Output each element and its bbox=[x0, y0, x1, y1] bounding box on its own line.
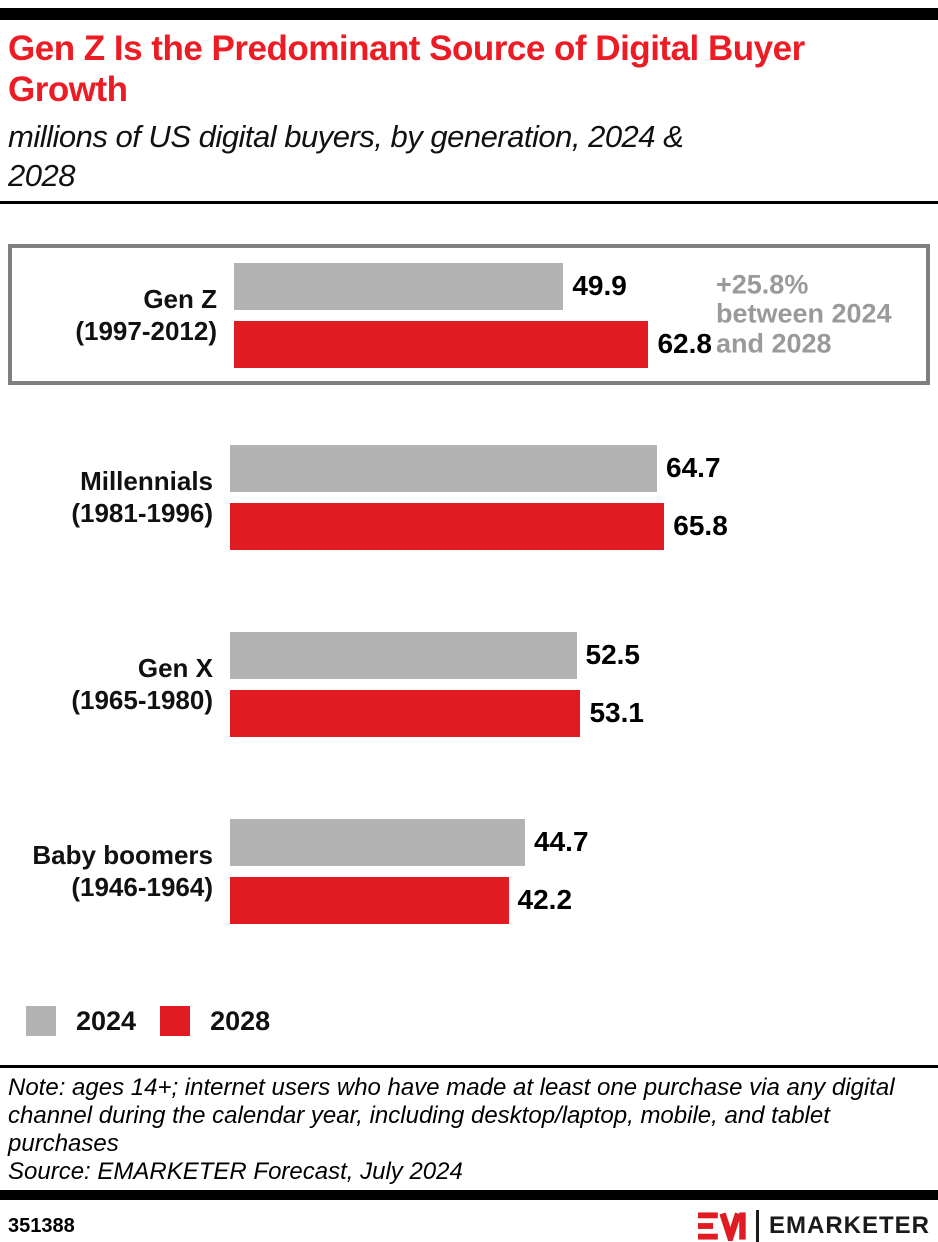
category-label-genx: Gen X (1965-1980) bbox=[8, 652, 213, 717]
chart-row-genz: Gen Z (1997-2012) 49.9 62.8 bbox=[12, 262, 926, 368]
bar-value-label: 53.1 bbox=[589, 697, 644, 729]
chart-subtitle-line2: 2028 bbox=[8, 157, 75, 193]
note-text: Note: ages 14+; internet users who have … bbox=[8, 1073, 895, 1157]
growth-annotation-line1: +25.8% bbox=[716, 269, 809, 300]
legend-item-2028: 2028 bbox=[160, 1006, 270, 1037]
top-black-bar bbox=[0, 8, 938, 20]
bar-chart: Gen Z (1997-2012) 49.9 62.8 +25.8% betwe… bbox=[0, 204, 938, 1065]
em-logo-icon bbox=[697, 1212, 746, 1241]
page-title: Gen Z Is the Predominant Source of Digit… bbox=[8, 28, 930, 111]
bar-line-2028: 42.2 bbox=[230, 876, 930, 924]
genz-highlight-box: Gen Z (1997-2012) 49.9 62.8 +25.8% betwe… bbox=[8, 243, 930, 385]
category-years: (1965-1980) bbox=[71, 685, 213, 716]
chart-id: 351388 bbox=[8, 1214, 75, 1237]
bars-millennials: 64.7 65.8 bbox=[213, 444, 930, 550]
category-name: Millennials bbox=[80, 465, 213, 496]
category-label-genz: Gen Z (1997-2012) bbox=[12, 283, 217, 348]
bar-babyboomers-2024 bbox=[230, 818, 526, 866]
bar-value-label: 52.5 bbox=[585, 639, 641, 671]
chart-row-babyboomers: Baby boomers (1946-1964) 44.7 42.2 bbox=[8, 818, 930, 924]
header: Gen Z Is the Predominant Source of Digit… bbox=[0, 28, 938, 195]
category-years: (1946-1964) bbox=[71, 872, 213, 903]
bar-genx-2024 bbox=[230, 631, 577, 679]
category-label-babyboomers: Baby boomers (1946-1964) bbox=[8, 839, 213, 904]
bar-millennials-2024 bbox=[230, 444, 658, 492]
category-years: (1997-2012) bbox=[75, 316, 217, 347]
source-text: Source: EMARKETER Forecast, July 2024 bbox=[8, 1157, 463, 1185]
footnote-section: Note: ages 14+; internet users who have … bbox=[0, 1068, 938, 1190]
category-name: Gen X bbox=[137, 652, 213, 683]
chart-row-millennials: Millennials (1981-1996) 64.7 65.8 bbox=[8, 444, 930, 550]
legend-swatch-2024 bbox=[26, 1006, 56, 1037]
category-years: (1981-1996) bbox=[71, 498, 213, 529]
growth-annotation-line3: and 2028 bbox=[716, 327, 832, 358]
bar-value-label: 64.7 bbox=[666, 452, 721, 484]
bar-line-2028: 62.8 bbox=[234, 320, 926, 368]
bar-line-2024: 64.7 bbox=[230, 444, 930, 492]
bar-line-2028: 53.1 bbox=[230, 689, 930, 737]
bars-babyboomers: 44.7 42.2 bbox=[213, 818, 930, 924]
note-divider-rule bbox=[0, 1064, 938, 1068]
bar-value-label: 44.7 bbox=[534, 826, 589, 858]
category-name: Baby boomers bbox=[32, 839, 213, 870]
legend-label-2024: 2024 bbox=[76, 1005, 137, 1036]
category-name: Gen Z bbox=[143, 283, 217, 314]
bar-line-2024: 52.5 bbox=[230, 631, 930, 679]
page-title-line1: Gen Z Is the Predominant Source of Digit… bbox=[8, 29, 805, 68]
bar-line-2028: 65.8 bbox=[230, 502, 930, 550]
bar-millennials-2028 bbox=[230, 502, 665, 550]
bar-genz-2024 bbox=[234, 262, 564, 310]
footer-black-bar bbox=[0, 1190, 938, 1200]
chart-subtitle: millions of US digital buyers, by genera… bbox=[8, 117, 930, 195]
legend-label-2028: 2028 bbox=[210, 1005, 271, 1036]
growth-annotation: +25.8% between 2024 and 2028 bbox=[716, 269, 916, 358]
category-label-millennials: Millennials (1981-1996) bbox=[8, 465, 213, 530]
legend: 2024 2028 bbox=[26, 1006, 930, 1037]
bar-line-2024: 44.7 bbox=[230, 818, 930, 866]
bar-babyboomers-2028 bbox=[230, 876, 509, 924]
bar-value-label: 49.9 bbox=[572, 270, 627, 302]
bar-value-label: 65.8 bbox=[673, 510, 728, 542]
page-title-line2: Growth bbox=[8, 70, 128, 110]
bars-genx: 52.5 53.1 bbox=[213, 631, 930, 737]
legend-item-2024: 2024 bbox=[26, 1006, 136, 1037]
bar-value-label: 62.8 bbox=[657, 328, 712, 360]
bar-value-label: 42.2 bbox=[517, 884, 573, 916]
header-divider-rule bbox=[0, 200, 938, 204]
growth-annotation-line2: between 2024 bbox=[716, 298, 892, 329]
bar-line-2024: 49.9 bbox=[234, 262, 926, 310]
brand-wordmark: EMARKETER bbox=[768, 1212, 930, 1239]
bars-genz: 49.9 62.8 bbox=[217, 262, 926, 368]
chart-subtitle-line1: millions of US digital buyers, by genera… bbox=[8, 118, 684, 154]
chart-row-genx: Gen X (1965-1980) 52.5 53.1 bbox=[8, 631, 930, 737]
logo-divider bbox=[755, 1210, 759, 1242]
footer: 351388 EMARKETER bbox=[0, 1200, 938, 1242]
bar-genz-2028 bbox=[234, 320, 649, 368]
legend-swatch-2028 bbox=[160, 1006, 191, 1037]
emarketer-logo: EMARKETER bbox=[697, 1210, 930, 1242]
bar-genx-2028 bbox=[230, 689, 581, 737]
